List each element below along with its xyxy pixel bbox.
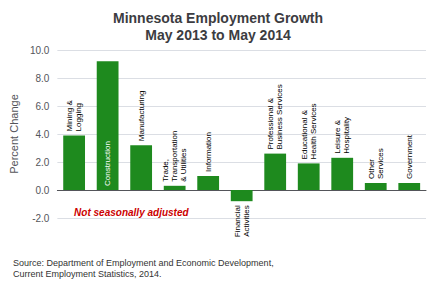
svg-text:Leisure &: Leisure & (333, 119, 342, 153)
svg-text:Mining &: Mining & (65, 100, 74, 132)
svg-text:4.0: 4.0 (35, 129, 49, 140)
svg-text:Trade,: Trade, (161, 159, 170, 182)
svg-text:Percent Change: Percent Change (8, 94, 20, 174)
svg-text:Transportation: Transportation (170, 131, 179, 182)
svg-text:Educational &: Educational & (300, 109, 309, 159)
svg-text:& Utilities: & Utilities (179, 148, 188, 181)
svg-text:Hospitality: Hospitality (342, 117, 351, 154)
svg-text:10.0: 10.0 (30, 45, 50, 56)
svg-text:6.0: 6.0 (35, 101, 49, 112)
svg-text:8.0: 8.0 (35, 73, 49, 84)
svg-text:Minnesota Employment Growth: Minnesota Employment Growth (113, 10, 323, 26)
svg-text:Other: Other (367, 159, 376, 179)
svg-text:Government: Government (405, 134, 414, 179)
svg-text:-2.0: -2.0 (32, 213, 50, 224)
svg-text:0.0: 0.0 (35, 185, 49, 196)
svg-text:Source: Department of Employme: Source: Department of Employment and Eco… (13, 258, 274, 268)
svg-text:Current Employment Statistics,: Current Employment Statistics, 2014. (13, 269, 162, 279)
svg-text:2.0: 2.0 (35, 157, 49, 168)
svg-text:Health Services: Health Services (309, 103, 318, 159)
svg-text:Financial: Financial (233, 205, 242, 237)
svg-text:Manufacturing: Manufacturing (137, 90, 146, 141)
svg-text:Information: Information (204, 132, 213, 172)
svg-text:Professional &: Professional & (266, 97, 275, 149)
svg-text:Construction: Construction (103, 141, 112, 186)
svg-text:Activities: Activities (242, 205, 251, 237)
svg-text:Not seasonally adjusted: Not seasonally adjusted (74, 207, 189, 218)
svg-text:May 2013 to May 2014: May 2013 to May 2014 (145, 27, 291, 43)
svg-text:Services: Services (376, 148, 385, 179)
svg-text:Logging: Logging (74, 103, 83, 131)
svg-text:Business Services: Business Services (275, 84, 284, 149)
